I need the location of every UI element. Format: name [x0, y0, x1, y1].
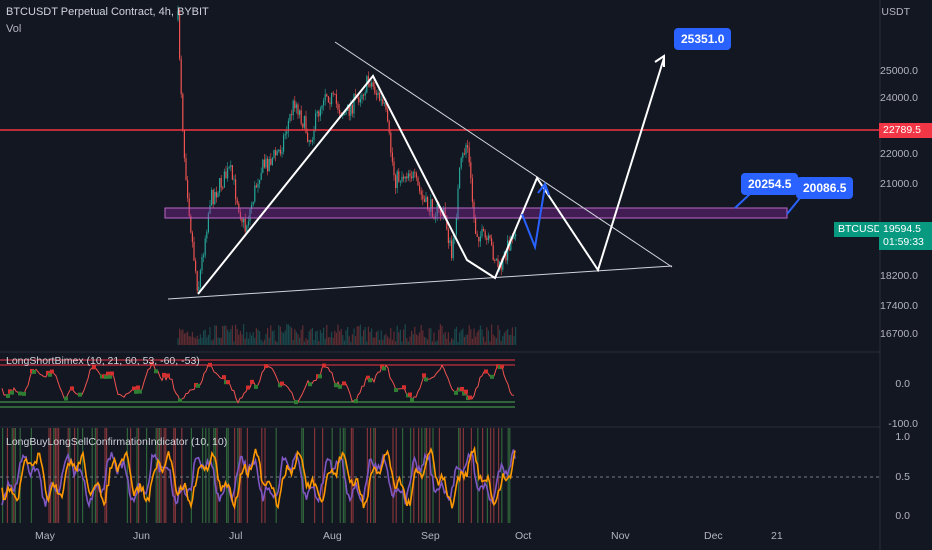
price-tick: 22000.0: [880, 148, 918, 160]
target-callout[interactable]: 25351.0: [674, 28, 732, 50]
support-zone[interactable]: [164, 207, 788, 219]
price-tick: 17400.0: [880, 300, 918, 312]
volume-series: [177, 324, 517, 345]
ind2-tick: 0.0: [895, 510, 910, 522]
last-price-tag: 19594.5: [879, 222, 932, 237]
time-tick: Sep: [421, 530, 440, 542]
ind1-tick-bottom: -100.0: [888, 418, 918, 430]
resistance-price-tag: 22789.5: [879, 123, 932, 138]
zigzag-projection[interactable]: [197, 57, 665, 295]
arrow-head-top: [654, 54, 665, 67]
price-tick: 16700.0: [880, 328, 918, 340]
candlestick-series: [177, 5, 517, 294]
time-tick: Dec: [704, 530, 723, 542]
time-tick: Nov: [611, 530, 630, 542]
chart-title: BTCUSDT Perpetual Contract, 4h, BYBIT: [6, 6, 209, 18]
ascending-trendline[interactable]: [167, 265, 673, 300]
zone-callout-right[interactable]: 20086.5: [796, 177, 854, 199]
time-tick: Jun: [133, 530, 150, 542]
time-tick: Aug: [323, 530, 342, 542]
time-tick: May: [35, 530, 55, 542]
descending-trendline[interactable]: [334, 41, 673, 268]
zone-callout-left[interactable]: 20254.5: [741, 173, 799, 195]
indicator-2-label[interactable]: LongBuyLongSellConfirmationIndicator (10…: [6, 436, 228, 448]
volume-label: Vol: [6, 23, 22, 35]
ind2-tick: 1.0: [895, 431, 910, 443]
time-tick: Jul: [229, 530, 243, 542]
ind1-tick: 0.0: [895, 378, 910, 390]
price-tick: 25000.0: [880, 65, 918, 77]
time-tick: Oct: [515, 530, 532, 542]
callout-pointer-right: [786, 197, 801, 215]
price-tick: 18200.0: [880, 270, 918, 282]
blue-projection[interactable]: [521, 185, 546, 251]
price-tick: 24000.0: [880, 92, 918, 104]
price-tick: 21000.0: [880, 178, 918, 190]
time-tick: 21: [771, 530, 783, 542]
symbol-tag: BTCUSDT: [834, 222, 892, 237]
ind2-tick: 0.5: [895, 471, 910, 483]
axis-unit: USDT: [881, 6, 910, 18]
blue-arrow-head: [537, 181, 550, 196]
ind2-oscillator: [1, 445, 516, 510]
ind1-oscillator: [1, 361, 515, 405]
indicator-1-label[interactable]: LongShortBimex (10, 21, 60, 53, -60, -53…: [6, 355, 200, 367]
countdown-tag: 01:59:33: [879, 235, 932, 250]
